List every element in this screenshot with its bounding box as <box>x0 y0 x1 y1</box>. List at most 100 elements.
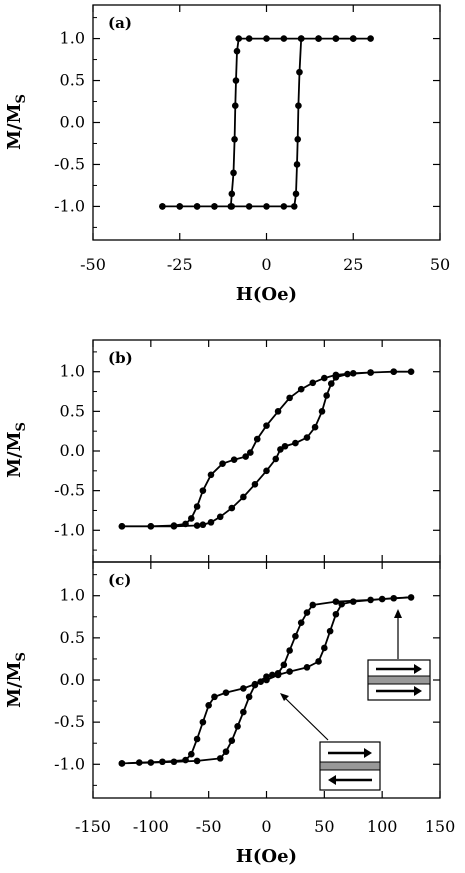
data-point <box>332 35 340 42</box>
data-point <box>222 689 230 696</box>
data-point <box>274 408 282 415</box>
data-point <box>297 385 305 393</box>
data-point <box>233 47 241 55</box>
data-point <box>292 632 299 640</box>
data-point <box>327 380 335 387</box>
data-point <box>228 190 236 198</box>
data-point <box>323 392 330 399</box>
data-point <box>290 203 298 210</box>
data-point <box>303 434 311 441</box>
data-point <box>193 503 201 510</box>
data-point <box>188 515 195 522</box>
data-point <box>407 594 415 601</box>
y-tick-label: -0.5 <box>54 712 85 731</box>
x-axis-label: H(Oe) <box>236 284 297 305</box>
y-tick-label: 1.0 <box>60 362 85 381</box>
data-point <box>159 758 166 766</box>
data-point <box>216 755 224 762</box>
y-tick-label: 0.0 <box>60 441 85 460</box>
data-point <box>280 35 288 42</box>
data-point <box>227 203 235 210</box>
data-point <box>159 203 166 210</box>
data-point <box>235 35 243 42</box>
x-tick-label: -100 <box>133 817 169 836</box>
data-point <box>247 449 254 456</box>
data-point <box>193 522 201 529</box>
data-point <box>286 647 293 654</box>
plot-frame <box>92 339 441 563</box>
data-point <box>263 673 270 680</box>
y-tick-label: 1.0 <box>60 586 85 605</box>
data-point <box>193 203 201 210</box>
pointer-arrow-icon <box>394 609 402 618</box>
data-point <box>292 190 300 198</box>
y-tick-label: -0.5 <box>54 154 85 173</box>
data-point <box>390 594 398 602</box>
data-point <box>349 35 357 42</box>
data-point <box>222 748 230 755</box>
data-point <box>240 493 247 501</box>
data-point <box>311 423 319 431</box>
x-tick-label: -150 <box>75 817 111 836</box>
data-point <box>280 203 288 210</box>
data-point <box>207 519 215 526</box>
data-point <box>231 102 239 110</box>
data-point <box>294 135 302 143</box>
arrow-right-icon <box>364 748 372 758</box>
y-tick-label: -1.0 <box>54 196 85 215</box>
spacer-layer <box>367 675 431 685</box>
data-point <box>199 521 207 529</box>
y-tick-label: 1.0 <box>60 29 85 48</box>
data-point <box>257 678 265 685</box>
x-tick-label: 100 <box>367 817 398 836</box>
data-point <box>216 513 224 521</box>
data-point <box>292 439 299 447</box>
data-point <box>318 408 326 415</box>
arrow-right-icon <box>414 686 422 696</box>
data-point <box>199 487 207 494</box>
y-axis-label: M/MS <box>4 94 29 150</box>
data-point <box>303 609 311 616</box>
panel-label: (b) <box>108 349 133 367</box>
arrow-left-icon <box>328 775 336 785</box>
data-point <box>280 661 288 669</box>
data-point <box>245 693 253 701</box>
data-point <box>390 368 398 376</box>
x-tick-label: -25 <box>167 255 193 274</box>
panel-2: 1.0 0.5 0.0 -0.5 -1.0 -150 -100 -50 0 50 100 150 H(O… <box>4 561 455 867</box>
pointer-line <box>283 696 329 741</box>
data-point <box>367 35 374 42</box>
data-point <box>211 203 218 210</box>
data-point <box>315 658 322 665</box>
data-point <box>263 467 270 475</box>
x-axis-label: H(Oe) <box>236 846 297 867</box>
data-point <box>176 203 184 210</box>
data-point <box>296 68 303 76</box>
data-point <box>349 598 357 605</box>
data-point <box>293 161 301 168</box>
data-point <box>263 35 270 42</box>
data-point <box>315 35 322 42</box>
x-tick-label: 0 <box>261 817 271 836</box>
data-point <box>332 610 340 618</box>
series-line <box>121 370 412 528</box>
data-point <box>135 759 143 766</box>
data-point <box>147 759 155 766</box>
data-point <box>118 523 126 530</box>
data-point <box>281 442 289 450</box>
data-point <box>193 757 201 765</box>
data-point <box>147 523 155 530</box>
data-point <box>344 370 351 378</box>
x-tick-label: 50 <box>314 817 334 836</box>
data-point <box>407 368 415 376</box>
data-point <box>309 601 317 609</box>
data-point <box>272 455 280 463</box>
data-point <box>240 685 247 692</box>
x-tick-label: 0 <box>261 255 271 274</box>
data-point <box>182 520 189 528</box>
data-point <box>286 394 293 402</box>
data-point <box>228 504 236 512</box>
x-tick-label: -50 <box>80 255 106 274</box>
y-tick-label: 0.0 <box>60 670 85 689</box>
